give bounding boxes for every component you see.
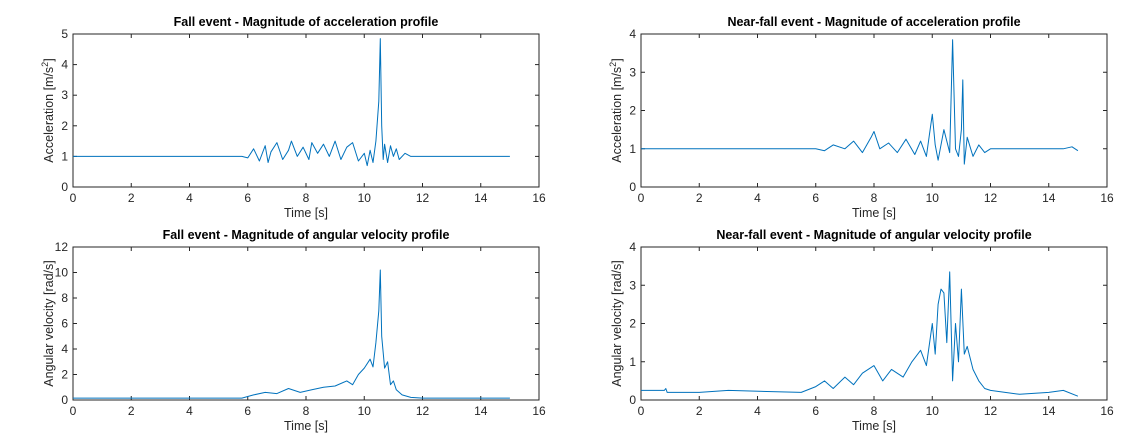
x-axis-label: Time [s] [284,419,328,433]
chart-title: Fall event - Magnitude of acceleration p… [174,15,439,29]
x-tick-label: 14 [474,404,488,418]
x-tick-label: 6 [244,191,251,205]
y-tick-label: 4 [61,342,68,356]
series-line [73,269,510,399]
series-line [641,39,1079,165]
x-tick-label: 12 [416,404,430,418]
y-axis-label-text: Angular velocity [rad/s] [610,260,624,386]
y-tick-label: 1 [629,355,636,369]
x-tick-label: 2 [128,404,135,418]
plot-area [640,33,1108,188]
y-axis-label: Acceleration [m/s2] [40,58,56,162]
x-tick-label: 14 [1042,191,1056,205]
x-tick-label: 2 [696,191,703,205]
y-tick-label: 0 [629,393,636,407]
x-tick-label: 16 [532,191,546,205]
x-tick-label: 10 [358,191,372,205]
x-tick-label: 0 [638,191,645,205]
x-tick-label: 12 [984,191,998,205]
chart-title: Near-fall event - Magnitude of angular v… [716,228,1031,242]
x-tick-label: 12 [416,191,430,205]
x-tick-label: 14 [474,191,488,205]
y-tick-label: 4 [629,27,636,41]
y-tick-label: 6 [61,317,68,331]
y-tick-label: 2 [61,119,68,133]
x-tick-label: 16 [1100,404,1114,418]
x-tick-label: 16 [532,404,546,418]
x-tick-label: 10 [358,404,372,418]
y-axis-label: Acceleration [m/s2] [608,58,624,162]
x-tick-label: 8 [871,191,878,205]
y-tick-label: 4 [629,240,636,254]
y-axis-label: Angular velocity [rad/s] [42,260,56,386]
y-axis-label: Angular velocity [rad/s] [610,260,624,386]
y-tick-label: 1 [629,142,636,156]
y-axis-label-text: Angular velocity [rad/s] [42,260,56,386]
y-tick-label: 4 [61,58,68,72]
x-tick-label: 4 [754,404,761,418]
x-tick-label: 8 [303,191,310,205]
x-tick-label: 0 [638,404,645,418]
y-axis-label-close: ] [42,58,56,61]
chart-title: Near-fall event - Magnitude of accelerat… [727,15,1020,29]
y-tick-label: 8 [61,291,68,305]
x-tick-label: 4 [186,404,193,418]
x-tick-label: 2 [696,404,703,418]
y-tick-label: 5 [61,27,68,41]
x-tick-label: 12 [984,404,998,418]
x-axis-label: Time [s] [852,206,896,220]
y-tick-label: 12 [55,240,69,254]
x-tick-label: 16 [1100,191,1114,205]
chart-panel-3: 0 2 4 6 8 10 12 14 16 0 2 4 6 8 10 12 Fall event - Magni… [42,228,546,433]
series-line [641,271,1079,397]
x-tick-label: 2 [128,191,135,205]
x-tick-label: 8 [303,404,310,418]
x-axis-label: Time [s] [284,206,328,220]
y-tick-label: 3 [629,65,636,79]
x-tick-label: 0 [70,191,77,205]
y-tick-label: 10 [55,266,69,280]
plot-area [640,246,1108,401]
y-tick-label: 0 [629,180,636,194]
y-axis-label-superscript: 2 [40,62,50,67]
x-tick-label: 10 [926,191,940,205]
plot-area [72,246,540,401]
y-tick-label: 0 [61,393,68,407]
y-axis-label-superscript: 2 [608,62,618,67]
y-tick-label: 0 [61,180,68,194]
x-tick-label: 6 [812,404,819,418]
x-tick-label: 8 [871,404,878,418]
y-tick-label: 3 [629,278,636,292]
y-tick-label: 2 [629,317,636,331]
x-tick-label: 4 [186,191,193,205]
chart-title: Fall event - Magnitude of angular veloci… [163,228,450,242]
y-axis-label-close: ] [610,58,624,61]
x-axis-label: Time [s] [852,419,896,433]
plot-area [72,33,540,188]
x-tick-label: 10 [926,404,940,418]
y-tick-label: 2 [61,368,68,382]
y-tick-label: 2 [629,104,636,118]
x-tick-label: 4 [754,191,761,205]
x-tick-label: 6 [812,191,819,205]
y-axis-label-text: Acceleration [m/s [610,67,624,163]
series-line [73,38,510,167]
x-tick-label: 14 [1042,404,1056,418]
y-tick-label: 1 [61,149,68,163]
y-tick-label: 3 [61,88,68,102]
x-tick-label: 0 [70,404,77,418]
x-tick-label: 6 [244,404,251,418]
y-axis-label-text: Acceleration [m/s [42,67,56,163]
